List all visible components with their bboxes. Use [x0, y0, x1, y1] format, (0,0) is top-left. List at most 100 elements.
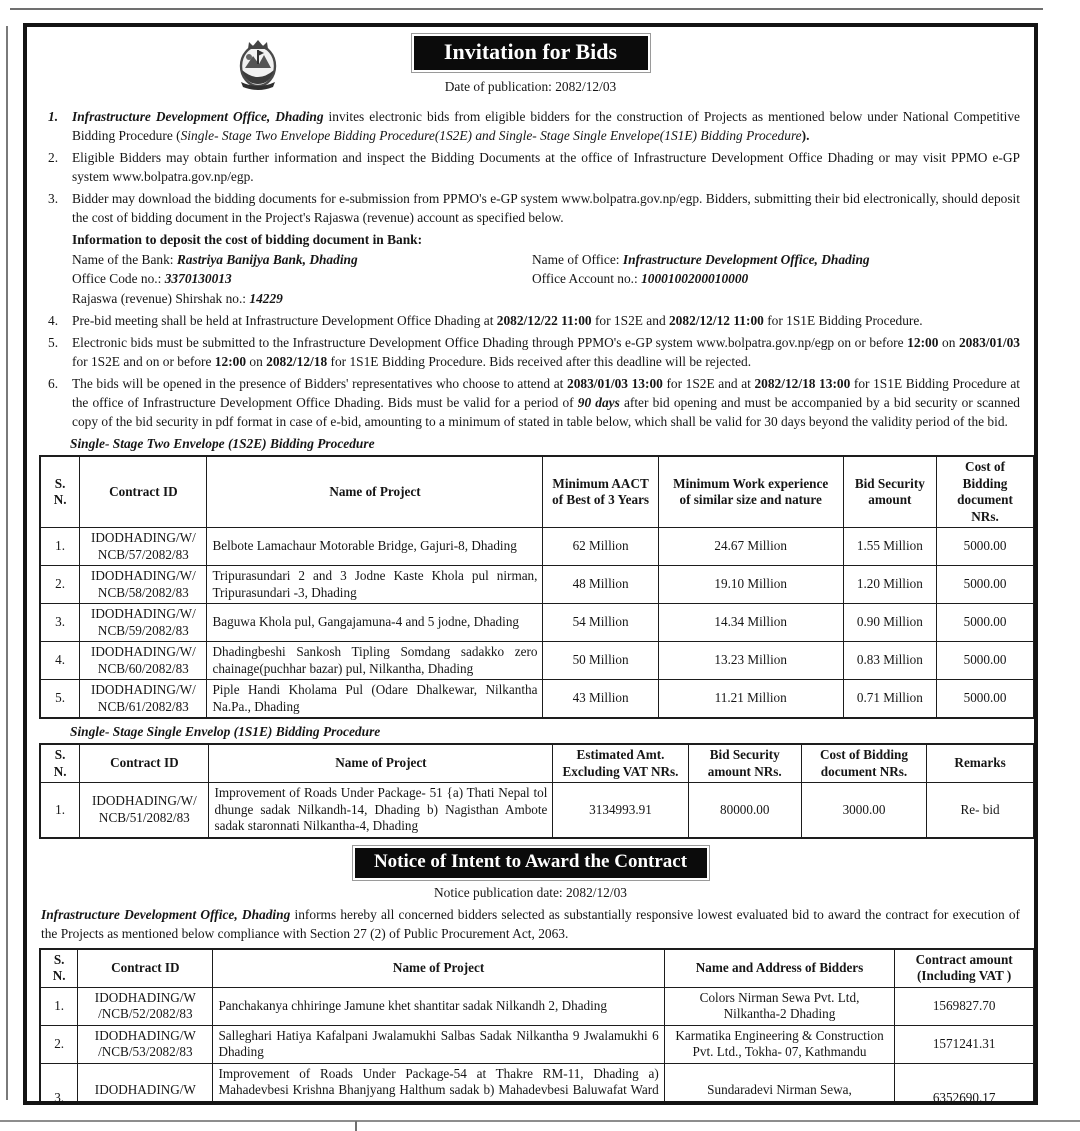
invitation-title: Invitation for Bids — [413, 36, 648, 70]
table-header-row: S. N. Contract ID Name of Project Name and … — [39, 948, 1034, 988]
bank-info-heading: Information to deposit the cost of biddi… — [72, 232, 423, 247]
table-cell: 1.20 Million — [842, 565, 938, 604]
column-header: Name of Project — [208, 743, 554, 783]
table-cell: 1. — [39, 782, 81, 838]
column-header: Contract ID — [79, 743, 210, 783]
text-run: for 1S2E and — [591, 313, 669, 328]
column-header: S. N. — [39, 948, 79, 988]
table-cell: 0.90 Million — [842, 603, 938, 642]
text-run: after bid opening and must be accompanie… — [72, 395, 1020, 429]
table-cell: 11.21 Million — [657, 679, 844, 719]
table-cell: 0.71 Million — [842, 679, 938, 719]
column-header: Contract amount (Including VAT ) — [894, 948, 1034, 988]
text-run: Infrastructure Development Office, Dhadi… — [72, 109, 324, 124]
text-run: for 1S1E Bidding Procedure. — [763, 313, 923, 328]
table-row: 1. IDODHADING/W/ NCB/51/2082/83 Improvemen… — [39, 782, 1034, 838]
rajaswa-value: 14229 — [249, 290, 283, 306]
intro-item-6: 6. The bids will be opened in the presen… — [39, 374, 1022, 431]
table-cell: 6352690.17 — [894, 1062, 1034, 1101]
table-header-row: S. N. Contract ID Name of Project Minimum A… — [39, 455, 1034, 528]
notice-paragraph: Infrastructure Development Office, Dhadi… — [41, 905, 1020, 943]
table-cell: IDODHADING/W /NCB/52/2082/83 — [77, 986, 214, 1026]
table-cell: 2. — [39, 565, 81, 604]
table-cell: 3. — [39, 1062, 79, 1101]
table-cell: Dhadingbeshi Sankosh Tipling Somdang sad… — [206, 641, 544, 680]
table-cell: Salleghari Hatiya Kafalpani Jwalamukhi S… — [212, 1024, 665, 1064]
government-emblem-icon — [239, 40, 277, 90]
table-cell: 62 Million — [542, 527, 659, 566]
text-run: ). — [801, 128, 810, 143]
column-header: Name of Project — [206, 455, 544, 528]
text-run: informs hereby all concerned bidders sel… — [41, 906, 1020, 941]
table-cell: IDODHADING/W/ NCB/59/2082/83 — [79, 603, 208, 642]
intro-item-3: 3. Bidder may download the bidding docum… — [39, 189, 1022, 227]
is1e-bids-table: S. N. Contract ID Name of Project Estimated… — [39, 743, 1034, 839]
table-cell: 5000.00 — [936, 603, 1034, 642]
office-account-value: 1000100200010000 — [641, 271, 749, 286]
document-border-frame: Invitation for Bids Date of publication:… — [23, 23, 1038, 1105]
text-run: 2083/01/03 13:00 — [567, 376, 663, 391]
table-cell: 24.67 Million — [657, 527, 844, 566]
item-text: The bids will be opened in the presence … — [72, 374, 1022, 431]
office-name-value: Infrastructure Development Office, Dhadi… — [622, 251, 870, 267]
item-number: 1. — [48, 109, 59, 124]
text-run: on — [938, 335, 959, 350]
item-number: 4. — [48, 313, 59, 328]
is1e-table-caption: Single- Stage Single Envelop (1S1E) Bidd… — [70, 724, 381, 739]
publication-date: Date of publication: 2082/12/03 — [444, 79, 617, 94]
table-cell: IDODHADING/W /NCB/54/2082/83 — [77, 1062, 214, 1101]
text-run: for 1S2E and at — [662, 376, 755, 391]
bank-name-line: Name of the Bank: Rastriya Banijya Bank,… — [72, 250, 532, 270]
award-contract-table: S. N. Contract ID Name of Project Name and … — [39, 947, 1034, 1101]
column-header: Minimum AACT of Best of 3 Years — [542, 455, 659, 528]
table-cell: 2. — [39, 1024, 79, 1064]
table-cell: 1. — [39, 986, 79, 1026]
intro-item-1: 1. Infrastructure Development Office, Dh… — [39, 107, 1022, 145]
text-run: Eligible Bidders may obtain further info… — [72, 150, 1020, 184]
text-run: for 1S1E Bidding Procedure. Bids receive… — [327, 354, 752, 369]
item-number: 2. — [48, 150, 59, 165]
table-cell: Karmatika Engineering & Construction Pvt… — [663, 1024, 896, 1064]
table-cell: 5000.00 — [936, 527, 1034, 566]
document-content: Invitation for Bids Date of publication:… — [27, 27, 1034, 1101]
column-header: Name and Address of Bidders — [663, 948, 896, 988]
table-cell: 1571241.31 — [894, 1024, 1034, 1064]
column-header: Minimum Work experience of similar size … — [657, 455, 844, 528]
column-header: Estimated Amt. Excluding VAT NRs. — [552, 743, 689, 783]
item-text: Infrastructure Development Office, Dhadi… — [72, 107, 1022, 145]
table-cell: 4. — [39, 641, 81, 680]
table-cell: 1.55 Million — [842, 527, 938, 566]
table-cell: 5. — [39, 679, 81, 719]
document-header: Invitation for Bids Date of publication:… — [39, 36, 1022, 102]
scan-edge-bottom-line — [0, 1120, 1080, 1122]
table-row: 5. IDODHADING/W/ NCB/61/2082/83 Piple Hand… — [39, 679, 1034, 719]
table-cell: Improvement of Roads Under Package-54 at… — [212, 1062, 665, 1101]
table-cell: IDODHADING/W/ NCB/51/2082/83 — [79, 782, 210, 838]
table-cell: 50 Million — [542, 641, 659, 680]
scan-edge-top-line — [10, 8, 1043, 10]
office-account-line: Office Account no.: 1000100200010000 — [532, 269, 1022, 289]
table-cell: 5000.00 — [936, 641, 1034, 680]
office-code-line: Office Code no.: 3370130013 — [72, 269, 532, 289]
bank-name-value: Rastriya Banijya Bank, Dhading — [176, 251, 358, 267]
item-text: Eligible Bidders may obtain further info… — [72, 148, 1022, 186]
table-row: 3. IDODHADING/W/ NCB/59/2082/83 Baguwa Kho… — [39, 603, 1034, 642]
column-header: Contract ID — [79, 455, 208, 528]
table-cell: 5000.00 — [936, 565, 1034, 604]
column-header: Remarks — [926, 743, 1034, 783]
office-code-label: Office Code no.: — [72, 271, 165, 286]
item-number: 5. — [48, 335, 59, 350]
table-cell: IDODHADING/W/ NCB/61/2082/83 — [79, 679, 208, 719]
text-run: Infrastructure Development Office, Dhadi… — [41, 906, 291, 922]
item-number: 3. — [48, 191, 59, 206]
item-text: Electronic bids must be submitted to the… — [72, 333, 1022, 371]
table-cell: 5000.00 — [936, 679, 1034, 719]
table-cell: IDODHADING/W/ NCB/58/2082/83 — [79, 565, 208, 604]
table-cell: 0.83 Million — [842, 641, 938, 680]
table-cell: 13.23 Million — [657, 641, 844, 680]
office-name-line: Name of Office: Infrastructure Developme… — [532, 250, 1022, 270]
table-cell: 80000.00 — [687, 782, 802, 838]
intro-item-5: 5. Electronic bids must be submitted to … — [39, 333, 1022, 371]
column-header: Contract ID — [77, 948, 214, 988]
is2e-bids-table: S. N. Contract ID Name of Project Minimum A… — [39, 455, 1034, 719]
